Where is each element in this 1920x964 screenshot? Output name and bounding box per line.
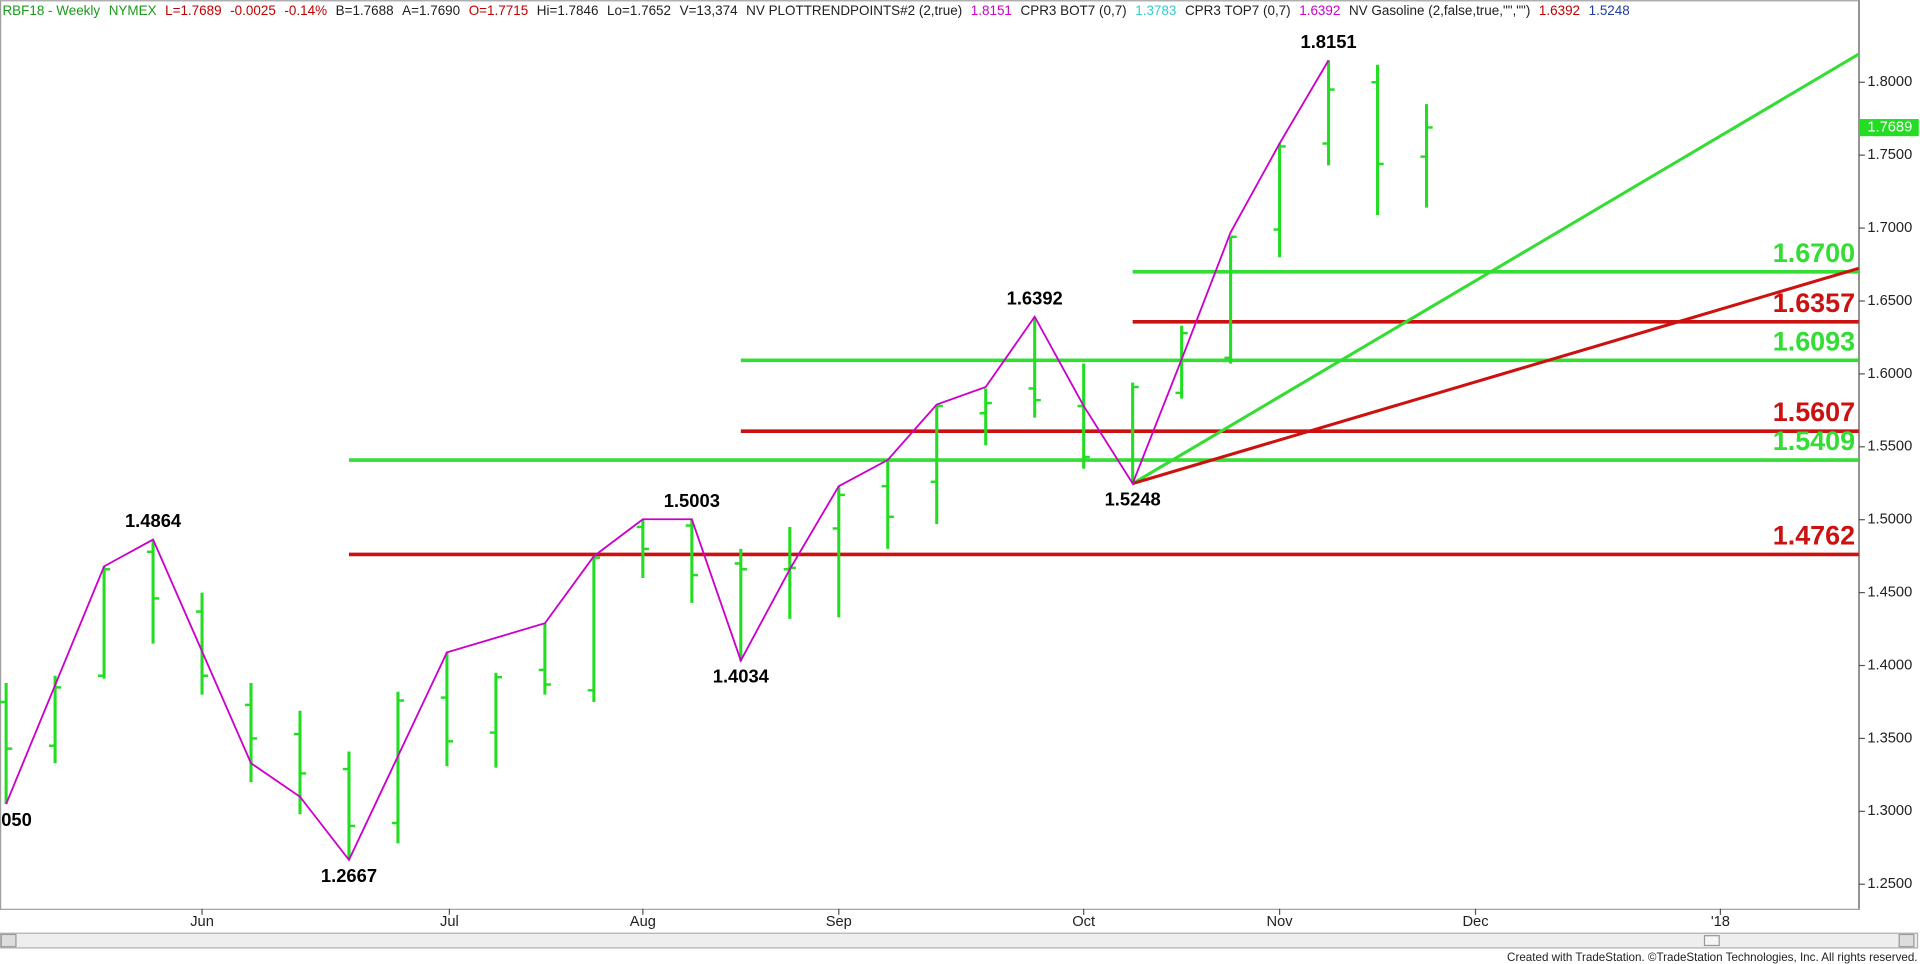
level-label: 1.5607 (1773, 397, 1855, 427)
header-item: 1.6392 (1299, 3, 1340, 18)
x-tick-label: Jun (190, 914, 214, 930)
header-item: L=1.7689 (165, 3, 221, 18)
header-item: RBF18 - Weekly (2, 3, 100, 18)
y-tick-label: 1.4000 (1867, 657, 1912, 673)
header-item: B=1.7688 (336, 3, 394, 18)
scroll-right[interactable] (1898, 933, 1915, 948)
swing-line (5, 59, 1330, 862)
pivot-label: 1.2667 (321, 865, 377, 886)
pivot-label: 1.5248 (1105, 489, 1161, 510)
pivot-label: 1.8151 (1300, 31, 1356, 52)
y-tick-label: 1.5000 (1867, 512, 1912, 528)
header-item: A=1.7690 (402, 3, 460, 18)
x-tick-label: Nov (1267, 914, 1294, 930)
y-tick-label: 1.3500 (1867, 730, 1912, 746)
pivot-label: 050 (1, 809, 32, 830)
header-item: 1.8151 (971, 3, 1012, 18)
header-item: -0.0025 (230, 3, 276, 18)
pivot-label: 1.6392 (1007, 287, 1063, 308)
x-tick-label: Jul (440, 914, 459, 930)
level-label: 1.6700 (1773, 238, 1855, 268)
header-item: V=13,374 (680, 3, 738, 18)
y-tick-label: 1.4500 (1867, 584, 1912, 600)
x-tick-label: Oct (1072, 914, 1095, 930)
level-label: 1.4762 (1773, 520, 1855, 550)
header-item: NYMEX (109, 3, 157, 18)
header-item: NV PLOTTRENDPOINTS#2 (2,true) (746, 3, 962, 18)
y-tick-label: 1.3000 (1867, 803, 1912, 819)
footer: Created with TradeStation. ©TradeStation… (1507, 951, 1918, 964)
trendline (1131, 52, 1860, 485)
header-item: 1.6392 (1539, 3, 1580, 18)
header-item: Hi=1.7846 (537, 3, 599, 18)
x-tick-label: Dec (1462, 914, 1488, 930)
header-item: 1.3783 (1135, 3, 1176, 18)
pivot-label: 1.4034 (713, 666, 770, 687)
header-item: CPR3 BOT7 (0,7) (1021, 3, 1127, 18)
scrollbar[interactable] (0, 932, 1919, 949)
y-tick-label: 1.6500 (1867, 293, 1912, 309)
y-tick-label: 1.7500 (1867, 147, 1912, 163)
pivot-label: 1.4864 (125, 510, 182, 531)
y-tick-label: 1.6000 (1867, 366, 1912, 382)
y-tick-label: 1.7000 (1867, 220, 1912, 236)
header-item: CPR3 TOP7 (0,7) (1185, 3, 1291, 18)
header-item: O=1.7715 (469, 3, 528, 18)
last-price-box (1860, 119, 1919, 137)
x-tick-label: '18 (1711, 914, 1730, 930)
scroll-left[interactable] (0, 933, 17, 948)
x-tick-label: Sep (826, 914, 852, 930)
header: RBF18 - Weekly NYMEX L=1.7689 -0.0025 -0.14%… (2, 3, 1629, 18)
scroll-thumb[interactable] (1703, 935, 1720, 947)
header-item: Lo=1.7652 (607, 3, 671, 18)
trendline (1132, 266, 1860, 486)
header-item: NV Gasoline (2,false,true,"","") (1349, 3, 1530, 18)
y-tick-label: 1.8000 (1867, 74, 1912, 90)
header-item: -0.14% (284, 3, 327, 18)
y-tick-label: 1.5500 (1867, 439, 1912, 455)
level-label: 1.5409 (1773, 426, 1855, 456)
level-label: 1.6093 (1773, 326, 1855, 356)
level-label: 1.6357 (1773, 288, 1855, 318)
header-item: 1.5248 (1589, 3, 1630, 18)
x-tick-label: Aug (630, 914, 656, 930)
last-price-label: 1.7689 (1867, 119, 1912, 135)
pivot-label: 1.5003 (664, 490, 720, 511)
y-tick-label: 1.2500 (1867, 876, 1912, 892)
